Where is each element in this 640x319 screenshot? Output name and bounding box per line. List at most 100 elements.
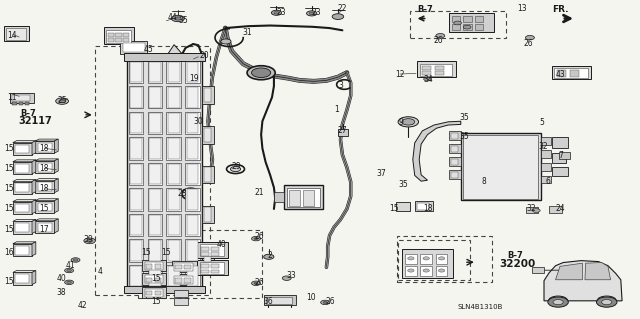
Circle shape xyxy=(553,300,563,305)
Text: 8: 8 xyxy=(481,177,486,186)
Bar xyxy=(463,24,472,30)
Text: 32: 32 xyxy=(526,204,536,213)
Text: B-7: B-7 xyxy=(20,109,36,118)
Circle shape xyxy=(175,17,181,20)
Bar xyxy=(168,164,179,184)
Bar xyxy=(148,137,162,160)
Bar xyxy=(175,278,182,283)
Bar xyxy=(129,112,143,134)
Bar xyxy=(129,61,143,83)
Polygon shape xyxy=(168,45,182,64)
Bar xyxy=(532,267,544,273)
Bar xyxy=(187,240,198,261)
Text: 32200: 32200 xyxy=(499,259,536,269)
Bar xyxy=(138,230,262,298)
Bar xyxy=(202,206,214,223)
Bar xyxy=(149,189,161,210)
Bar xyxy=(10,93,34,103)
Circle shape xyxy=(454,21,461,25)
Circle shape xyxy=(254,238,258,240)
Bar xyxy=(184,265,191,269)
Polygon shape xyxy=(13,141,36,143)
Bar xyxy=(287,188,320,207)
Polygon shape xyxy=(54,179,58,193)
Bar xyxy=(130,215,142,235)
Polygon shape xyxy=(32,242,36,256)
Bar xyxy=(201,270,209,273)
Bar xyxy=(187,266,198,286)
Bar xyxy=(541,137,551,145)
Polygon shape xyxy=(13,271,36,272)
Bar xyxy=(201,247,209,251)
Text: 12: 12 xyxy=(396,70,405,78)
Bar xyxy=(146,278,152,282)
Bar xyxy=(200,262,224,274)
Bar xyxy=(142,287,166,298)
Text: 6: 6 xyxy=(545,177,550,186)
Bar xyxy=(108,38,114,42)
Bar xyxy=(166,137,181,160)
Bar xyxy=(452,24,460,30)
Bar xyxy=(284,185,323,209)
Bar xyxy=(436,254,447,264)
Bar xyxy=(148,239,162,262)
Bar xyxy=(130,240,142,261)
Circle shape xyxy=(271,10,282,15)
Circle shape xyxy=(423,269,429,272)
Circle shape xyxy=(321,300,330,305)
Bar xyxy=(124,53,205,61)
Bar xyxy=(148,61,162,83)
Bar xyxy=(123,43,145,52)
Bar xyxy=(130,62,142,82)
Bar xyxy=(186,265,200,287)
Text: 16: 16 xyxy=(4,248,14,256)
Bar xyxy=(35,201,54,213)
Circle shape xyxy=(602,300,612,305)
Text: 43: 43 xyxy=(556,70,565,78)
Polygon shape xyxy=(32,200,36,214)
Bar xyxy=(338,129,348,136)
Bar xyxy=(168,240,179,261)
Bar xyxy=(452,16,460,22)
Text: 15: 15 xyxy=(152,297,161,306)
Bar xyxy=(186,214,200,236)
Text: 35: 35 xyxy=(460,113,469,122)
Bar xyxy=(451,159,458,165)
Circle shape xyxy=(532,209,540,212)
Bar xyxy=(420,64,452,76)
Circle shape xyxy=(252,236,260,241)
Bar xyxy=(129,265,143,287)
Bar xyxy=(149,62,161,82)
Bar xyxy=(13,162,32,174)
Text: 32: 32 xyxy=(539,142,548,151)
Circle shape xyxy=(172,15,184,22)
Text: 25: 25 xyxy=(58,96,67,105)
Bar xyxy=(211,252,219,256)
Polygon shape xyxy=(413,121,461,181)
Bar xyxy=(186,163,200,185)
Polygon shape xyxy=(13,160,36,162)
Circle shape xyxy=(65,280,74,285)
Bar xyxy=(168,138,179,159)
Bar xyxy=(187,164,198,184)
Text: 2: 2 xyxy=(268,251,272,260)
Bar xyxy=(187,62,198,82)
Text: 33: 33 xyxy=(287,271,296,280)
Polygon shape xyxy=(54,159,58,173)
Bar xyxy=(148,265,162,287)
Bar xyxy=(166,188,181,211)
Bar xyxy=(15,183,29,192)
Circle shape xyxy=(408,257,414,260)
Text: 34: 34 xyxy=(424,75,433,84)
Bar xyxy=(166,214,181,236)
Bar xyxy=(449,170,461,179)
Bar xyxy=(35,181,54,193)
Bar xyxy=(129,239,143,262)
Bar xyxy=(186,188,200,211)
Polygon shape xyxy=(32,141,36,155)
Text: 3: 3 xyxy=(338,81,343,90)
Bar xyxy=(166,265,181,287)
Bar xyxy=(166,163,181,185)
Bar xyxy=(201,264,209,268)
Bar xyxy=(15,274,29,283)
